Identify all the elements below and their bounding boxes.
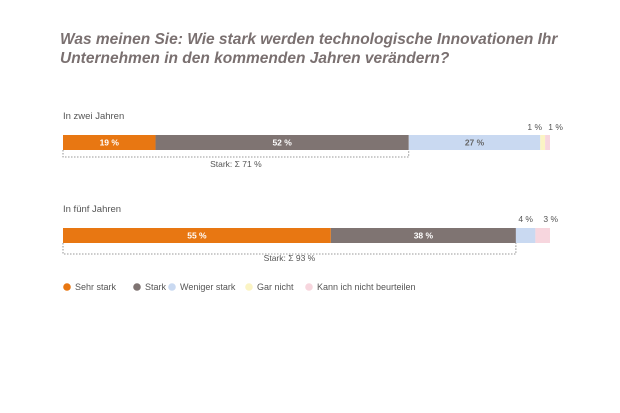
data-label: 19 %: [100, 138, 120, 148]
bar-segment-stark: [330, 228, 516, 243]
sum-bracket: [62, 243, 517, 255]
legend-label: Weniger stark: [180, 282, 236, 292]
data-label: 1 %: [548, 122, 563, 132]
legend-marker: [168, 283, 176, 291]
bar-segment-sehr-stark: [63, 228, 331, 243]
category-label: In fünf Jahren: [63, 204, 121, 215]
bar-segment-kann-ich-nicht-beurteilen: [535, 228, 550, 243]
bar-segment-gar-nicht: [540, 135, 546, 150]
data-label: 55 %: [187, 231, 207, 241]
category-label: In zwei Jahren: [63, 111, 124, 122]
legend-item: Stark: [133, 282, 167, 292]
sum-bracket: [62, 150, 410, 158]
legend-label: Kann ich nicht beurteilen: [317, 282, 416, 292]
legend-label: Gar nicht: [257, 282, 294, 292]
legend-marker: [63, 283, 71, 291]
sum-label: Stark: Σ 71 %: [210, 159, 262, 169]
bar-segment-weniger-stark: [515, 228, 536, 243]
legend-item: Weniger stark: [168, 282, 236, 292]
legend-label: Sehr stark: [75, 282, 117, 292]
bar-row-2: In fünf Jahren 55 % 38 % 4 % 3 % Stark: Σ 93 …: [62, 204, 558, 263]
bar-segment-kann-ich-nicht-beurteilen: [545, 135, 550, 150]
legend-marker: [133, 283, 141, 291]
legend-item: Kann ich nicht beurteilen: [305, 282, 416, 292]
bar-segment-sehr-stark: [63, 135, 156, 150]
legend-marker: [305, 283, 313, 291]
data-label: 27 %: [465, 138, 485, 148]
sum-label: Stark: Σ 93 %: [264, 253, 316, 263]
legend-label: Stark: [145, 282, 167, 292]
bar-segment-weniger-stark: [408, 135, 541, 150]
data-label: 1 %: [527, 122, 542, 132]
legend-marker: [245, 283, 253, 291]
legend-item: Gar nicht: [245, 282, 294, 292]
chart-title: Was meinen Sie: Wie stark werden technol…: [60, 31, 558, 67]
data-label: 52 %: [272, 138, 292, 148]
bar-segment-stark: [155, 135, 409, 150]
data-label: 38 %: [414, 231, 434, 241]
bar-row-1: In zwei Jahren 19 % 52 % 27 % 1 % 1 % Stark: Σ…: [62, 111, 563, 169]
data-label: 3 %: [543, 214, 558, 224]
data-label: 4 %: [518, 214, 533, 224]
legend-item: Sehr stark: [63, 282, 117, 292]
